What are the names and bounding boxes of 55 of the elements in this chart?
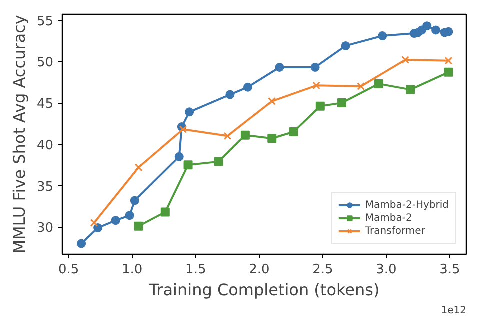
point bbox=[184, 160, 193, 170]
y-tick-label: 40 bbox=[36, 138, 54, 154]
point bbox=[402, 56, 410, 64]
point bbox=[357, 82, 365, 90]
legend-label: Mamba-2 bbox=[365, 212, 412, 224]
point bbox=[444, 68, 454, 77]
point bbox=[422, 22, 432, 31]
y-tick-label: 35 bbox=[36, 180, 54, 195]
legend-label: Mamba-2-Hybrid bbox=[365, 199, 449, 211]
y-tick-label: 30 bbox=[36, 221, 54, 236]
point bbox=[160, 208, 170, 217]
point bbox=[185, 108, 194, 117]
x-tick-label: 3.0 bbox=[376, 262, 397, 278]
x-tick-label: 3.5 bbox=[440, 262, 460, 278]
y-tick-label: 50 bbox=[36, 56, 54, 71]
point bbox=[374, 80, 384, 89]
point bbox=[378, 32, 388, 41]
point bbox=[214, 157, 224, 166]
point bbox=[289, 128, 298, 137]
y-axis-title: MMLU Five Shot Avg Accuracy bbox=[10, 15, 29, 254]
point bbox=[134, 164, 143, 172]
point bbox=[240, 130, 250, 140]
point bbox=[406, 85, 416, 94]
point bbox=[337, 98, 346, 108]
point bbox=[130, 196, 140, 206]
point bbox=[224, 132, 232, 140]
point bbox=[268, 97, 276, 106]
point bbox=[275, 62, 284, 72]
x-axis-title: Training Completion (tokens) bbox=[148, 280, 380, 300]
x-tick-label: 0.5 bbox=[58, 262, 80, 278]
point bbox=[341, 41, 350, 50]
point bbox=[125, 211, 134, 220]
point bbox=[226, 90, 235, 100]
point bbox=[90, 219, 98, 227]
text: 1e12 bbox=[441, 306, 467, 316]
point bbox=[77, 239, 86, 248]
point bbox=[444, 56, 453, 65]
point bbox=[94, 224, 103, 233]
x-tick-label: 1.5 bbox=[186, 262, 206, 278]
y-tick-label: 45 bbox=[36, 97, 54, 112]
point bbox=[174, 152, 184, 162]
point bbox=[111, 216, 120, 226]
point bbox=[134, 222, 144, 231]
x-tick-label: 2.5 bbox=[312, 262, 334, 278]
legend-label: Transformer bbox=[365, 225, 426, 237]
point bbox=[268, 134, 277, 144]
x-tick-label: 1.0 bbox=[122, 262, 143, 278]
point bbox=[243, 82, 252, 92]
point bbox=[310, 62, 320, 72]
y-tick-label: 55 bbox=[36, 14, 54, 30]
point bbox=[432, 26, 441, 35]
point bbox=[316, 102, 325, 111]
point bbox=[312, 82, 321, 90]
x-tick-label: 2.0 bbox=[249, 262, 270, 278]
point bbox=[179, 126, 188, 134]
